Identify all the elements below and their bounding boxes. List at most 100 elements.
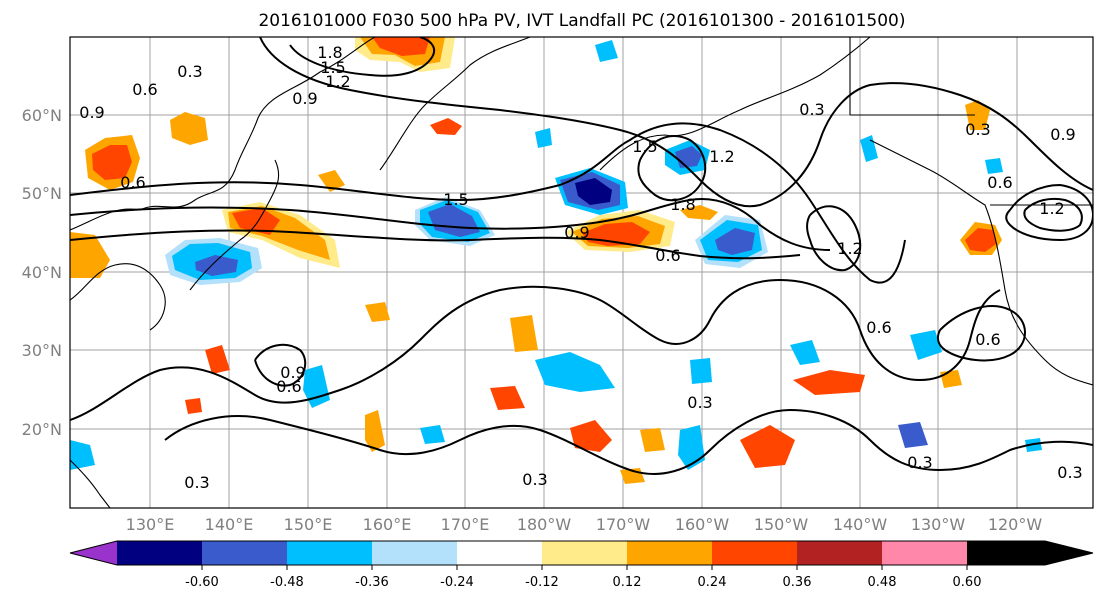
colorbar-swatch [372, 541, 457, 565]
shade-blob-small-16 [640, 428, 665, 452]
contour-label: 0.6 [132, 80, 157, 99]
shade-blob-155w-neg [695, 215, 768, 268]
colorbar-outline [69, 540, 1094, 566]
colorbar-swatch [457, 541, 542, 565]
lat-label: 20°N [22, 420, 62, 439]
contour-label: 0.6 [120, 173, 145, 192]
shade-blob-small-21 [910, 330, 942, 360]
colorbar-swatch [117, 541, 202, 565]
pv-contour-0.6-south [70, 229, 801, 260]
shade-blob-small-15 [570, 420, 612, 452]
lon-label: 140°W [833, 515, 888, 534]
shade-blob-small-12 [510, 315, 538, 352]
shade-blob-small-3 [535, 128, 552, 148]
lon-label: 180°W [517, 515, 572, 534]
shade-blob-small-11 [365, 302, 390, 322]
contour-label: 0.3 [177, 62, 202, 81]
contour-label: 0.9 [1050, 125, 1075, 144]
shade-blob-japan-pos [222, 202, 340, 268]
contour-label: 0.3 [687, 393, 712, 412]
shade-blob-small-23 [690, 358, 712, 384]
contour-label: 0.6 [276, 377, 301, 396]
contour-label: 1.5 [443, 190, 468, 209]
map-content [70, 37, 1093, 508]
contour-label: 0.9 [280, 363, 305, 382]
lon-label: 160°W [675, 515, 730, 534]
pv-contour-0.6-north [70, 122, 906, 284]
contour-label: 0.9 [79, 103, 104, 122]
contour-label: 0.6 [987, 173, 1012, 192]
contour-label: 1.8 [670, 195, 695, 214]
colorbar-swatch [627, 541, 712, 565]
ivt-pc-shading [70, 37, 1042, 484]
pv-contour-0.6-small [936, 305, 1026, 362]
shade-blob-west-pos [85, 135, 140, 190]
contour-label: 0.3 [522, 470, 547, 489]
shade-blob-west-edge-pos [70, 232, 110, 278]
shade-blob-small-22 [898, 422, 928, 448]
contour-label: 0.6 [866, 318, 891, 337]
colorbar-swatch [797, 541, 882, 565]
shade-blob-small-1 [170, 112, 208, 145]
pv-contour-1.2-coast [1023, 197, 1083, 232]
pv-contour-0.9-coast [1005, 183, 1093, 242]
coast-japan [189, 159, 280, 291]
shade-blob-small-19 [793, 370, 865, 395]
shade-blob-small-20 [790, 340, 820, 365]
colorbar-swatch [202, 541, 287, 565]
shade-blob-small-10 [365, 410, 385, 452]
lon-label: 130°E [126, 515, 175, 534]
colorbar-tick-label: 0.12 [613, 575, 642, 590]
map-frame [69, 36, 1094, 509]
colorbar-ticks [201, 565, 968, 570]
colorbar-extend-low [70, 541, 117, 565]
shade-blob-small-13 [535, 352, 615, 392]
contour-label: 1.2 [1039, 199, 1064, 218]
contour-label: 0.3 [184, 473, 209, 492]
shade-blob-small-29 [185, 398, 202, 414]
colorbar-tick-label: 0.60 [953, 575, 982, 590]
lon-label: 160°E [363, 515, 412, 534]
shade-blob-nepac-pos [965, 100, 990, 130]
contour-label: 1.2 [837, 239, 862, 258]
longitude-labels: 130°E 140°E 150°E 160°E 170°E 180°W 170°… [126, 515, 1043, 534]
shade-blob-small-27 [420, 425, 445, 444]
pv-contour-1.2-kamchatka [289, 37, 436, 77]
lon-label: 170°W [596, 515, 651, 534]
shade-blob-small-2 [430, 118, 462, 135]
contour-labels: 1.8 1.5 1.2 0.9 0.3 0.6 0.9 0.6 1.5 1.2 … [79, 43, 1082, 492]
shade-blob-small-4 [318, 170, 345, 192]
shade-blob-small-9 [303, 365, 330, 408]
colorbar-tick-label: -0.24 [440, 575, 474, 590]
colorbar-swatch [542, 541, 627, 565]
lon-label: 150°E [284, 515, 333, 534]
shade-blob-small-5 [595, 40, 618, 62]
coast-korea [70, 263, 166, 331]
shade-blob-small-28 [1025, 438, 1042, 452]
contour-label: 0.3 [907, 453, 932, 472]
shade-blob-170e-neg [415, 197, 495, 246]
coast-kamchatka [379, 37, 531, 171]
colorbar-tick-label: 0.36 [783, 575, 812, 590]
shade-blob-small-7 [985, 158, 1003, 174]
contour-label: 0.6 [975, 330, 1000, 349]
shade-blob-small-8 [205, 345, 230, 374]
colorbar-tick-label: -0.48 [270, 575, 304, 590]
latitude-labels: 60°N 50°N 40°N 30°N 20°N [22, 106, 62, 439]
lon-label: 120°W [988, 515, 1043, 534]
contour-label: 0.6 [655, 246, 680, 265]
colorbar-tick-label: -0.36 [355, 575, 389, 590]
coast-north-america [869, 139, 1093, 386]
coast-philippines [70, 459, 111, 508]
colorbar-tick-label: 0.48 [868, 575, 897, 590]
lon-label: 170°E [441, 515, 490, 534]
pv-contour-0.3-south [164, 408, 1093, 475]
pv-contour-0.3-upper [259, 37, 1093, 208]
pv-contour-1.2-east [806, 205, 862, 272]
pv-contour-0.6-sub [70, 278, 1001, 421]
contour-label: 0.3 [965, 120, 990, 139]
pv-contour-0.9 [70, 198, 831, 251]
colorbar-tick-label: -0.60 [185, 575, 219, 590]
colorbar-swatch [712, 541, 797, 565]
